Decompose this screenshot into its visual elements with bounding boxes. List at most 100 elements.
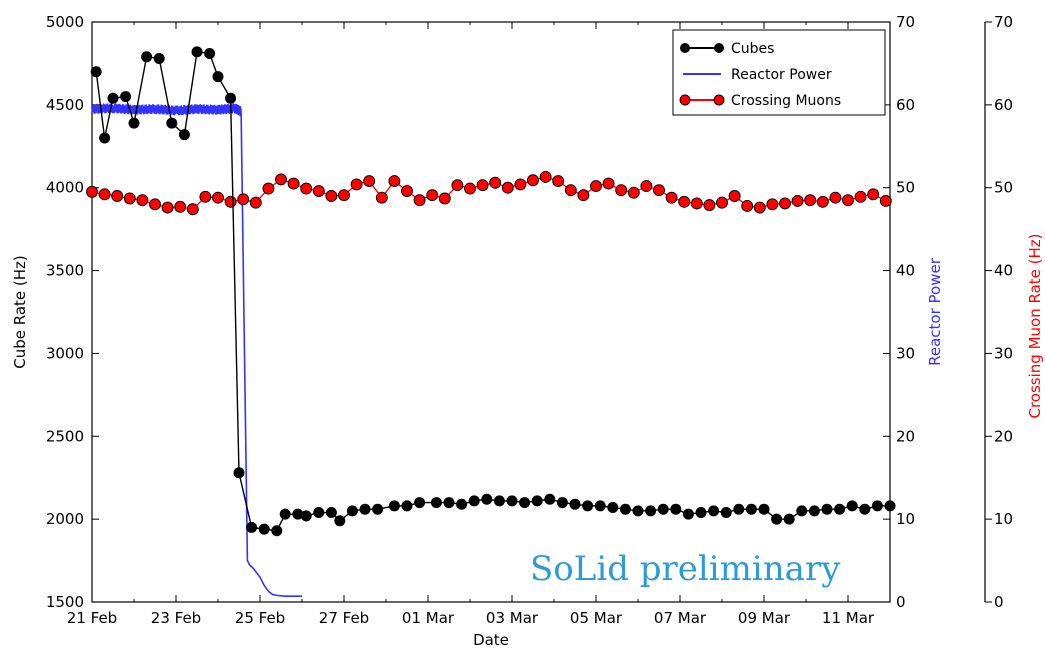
cubes-point <box>607 502 619 514</box>
legend: Cubes Reactor Power Crossing Muons <box>672 29 886 116</box>
crossing-muons-point <box>375 191 388 204</box>
crossing-muons-point <box>527 174 539 187</box>
cubes-point <box>191 46 203 58</box>
muon-tick-label: 30 <box>994 344 1013 362</box>
cubes-point <box>388 500 400 512</box>
power-tick-label: 40 <box>896 262 915 280</box>
cubes-point <box>456 498 468 510</box>
crossing-muons-point <box>161 201 174 214</box>
x-tick-label: 23 Feb <box>151 609 201 627</box>
crossing-muons-point <box>766 198 779 211</box>
cubes-point <box>128 117 140 129</box>
cubes-point <box>414 497 426 509</box>
crossing-muons-point <box>640 180 653 193</box>
crossing-muons-point <box>262 182 275 195</box>
cubes-point <box>178 129 190 141</box>
x-tick-label: 21 Feb <box>67 609 117 627</box>
legend-label: Crossing Muons <box>731 93 841 109</box>
cubes-point <box>846 500 858 512</box>
crossing-muons-point <box>539 170 552 183</box>
crossing-muons-point <box>338 189 350 202</box>
x-tick-label: 07 Mar <box>654 609 707 627</box>
left-tick-label: 3000 <box>46 344 84 362</box>
crossing-muons-point <box>753 201 766 214</box>
crossing-muons-point <box>388 175 401 188</box>
crossing-muons-point <box>564 184 577 197</box>
cubes-point <box>334 515 346 527</box>
cubes-point <box>258 523 270 535</box>
legend-label: Reactor Power <box>731 67 832 83</box>
crossing-muons-point <box>690 197 703 210</box>
crossing-muons-point <box>602 177 615 190</box>
crossing-muons-point <box>678 195 691 208</box>
crossing-muons-layer <box>86 170 892 216</box>
cubes-point <box>166 117 178 129</box>
crossing-muons-point <box>212 191 224 204</box>
x-tick-label: 03 Mar <box>486 609 539 627</box>
legend-marker <box>680 43 690 53</box>
crossing-muons-point <box>86 185 98 198</box>
cubes-point <box>720 507 732 519</box>
crossing-muons-point <box>438 192 451 205</box>
power-tick-label: 20 <box>896 427 915 445</box>
cubes-point <box>90 66 102 78</box>
crossing-muons-point <box>350 178 363 191</box>
cubes-point <box>325 507 337 519</box>
cubes-point <box>107 92 119 104</box>
power-tick-label: 10 <box>896 510 915 528</box>
crossing-muons-point <box>98 188 111 201</box>
left-axis-title: Cube Rate (Hz) <box>11 255 29 369</box>
cubes-point <box>582 500 594 512</box>
cubes-point <box>632 505 644 517</box>
cubes-line <box>95 51 890 532</box>
cubes-point <box>279 508 291 520</box>
crossing-muons-point <box>615 184 628 197</box>
crossing-muons-point <box>854 190 867 203</box>
power-tick-label: 0 <box>896 593 906 611</box>
cubes-point <box>695 507 707 519</box>
cubes-point <box>871 500 883 512</box>
muon-tick-label: 10 <box>994 510 1013 528</box>
crossing-muons-point <box>224 195 237 208</box>
left-tick-label: 4500 <box>46 96 84 114</box>
cubes-point <box>531 495 543 507</box>
crossing-muons-point <box>464 182 476 195</box>
crossing-muons-point <box>426 189 439 202</box>
crossing-muons-point <box>249 196 262 209</box>
crossing-muons-point <box>237 193 250 206</box>
crossing-muons-point <box>300 182 313 195</box>
reactor-power-line <box>91 103 302 598</box>
solid-preliminary-annotation: SoLid preliminary <box>530 549 841 589</box>
x-tick-label: 05 Mar <box>570 609 623 627</box>
crossing-muons-point <box>451 179 464 192</box>
muon-tick-label: 20 <box>994 427 1013 445</box>
cubes-point <box>569 498 581 510</box>
tick-layer: 21 Feb 23 Feb 25 Feb 27 Feb 01 Mar 03 Mar 05 M… <box>46 13 1013 627</box>
crossing-muons-point <box>401 185 413 197</box>
cubes-point <box>645 505 657 517</box>
cubes-point <box>619 503 631 515</box>
cubes-point <box>733 503 745 515</box>
cubes-point <box>430 497 442 509</box>
cubes-point <box>670 503 682 515</box>
cubes-point <box>372 503 384 515</box>
muon-tick-label: 70 <box>994 13 1013 31</box>
cubes-point <box>481 493 493 505</box>
power-tick-label: 30 <box>896 344 915 362</box>
crossing-muons-point <box>741 199 754 212</box>
x-tick-label: 09 Mar <box>738 609 791 627</box>
crossing-muons-point <box>728 190 741 202</box>
crossing-muons-point <box>174 200 187 213</box>
crossing-muons-point <box>312 185 325 197</box>
cubes-point <box>884 500 896 512</box>
cubes-point <box>246 521 258 533</box>
cubes-point <box>468 495 480 507</box>
legend-marker <box>714 43 724 53</box>
crossing-muons-point <box>325 190 338 202</box>
left-tick-label: 1500 <box>46 593 84 611</box>
crossing-muons-point <box>627 186 640 199</box>
crossing-muons-point <box>514 178 527 191</box>
cubes-point <box>758 503 770 515</box>
crossing-muons-point <box>199 190 212 203</box>
